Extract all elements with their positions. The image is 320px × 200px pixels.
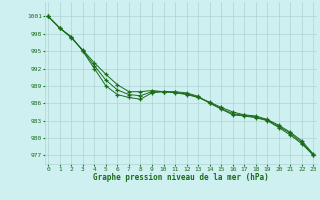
X-axis label: Graphe pression niveau de la mer (hPa): Graphe pression niveau de la mer (hPa): [93, 173, 269, 182]
